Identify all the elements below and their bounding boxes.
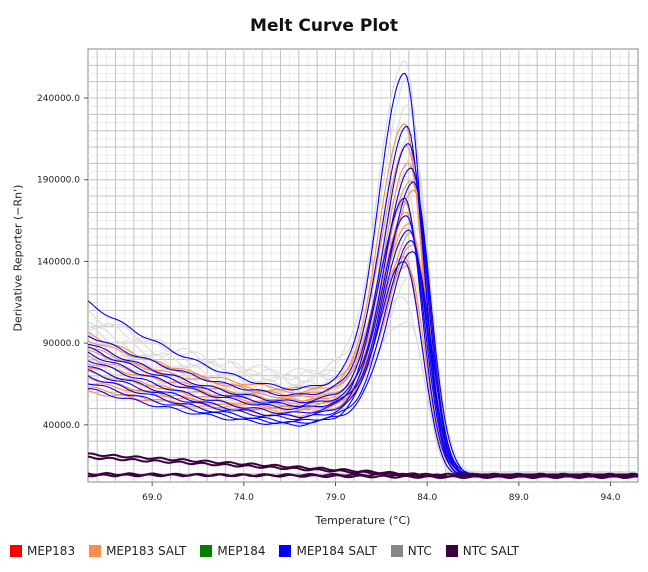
chart-legend: MEP183 MEP183 SALT MEP184 MEP184 SALT NTC NTC… (10, 544, 533, 558)
x-tick-label: 84.0 (417, 493, 437, 503)
legend-item[interactable]: MEP184 SALT (279, 544, 377, 558)
x-axis-title: Temperature (°C) (315, 514, 411, 527)
legend-label: MEP183 SALT (106, 544, 187, 558)
legend-label: NTC SALT (462, 544, 519, 558)
legend-item[interactable]: MEP184 (200, 544, 265, 558)
x-axis-ticks: 69.0 74.0 79.0 84.0 89.0 94.0 (142, 482, 621, 503)
chart-title: Melt Curve Plot (250, 16, 398, 36)
legend-item[interactable]: NTC SALT (445, 544, 519, 558)
legend-label: MEP183 (27, 544, 76, 558)
y-tick-label: 90000.0 (43, 339, 80, 349)
x-tick-label: 94.0 (600, 493, 620, 503)
legend-item[interactable]: MEP183 (10, 544, 75, 558)
y-axis-ticks: 40000.0 90000.0 140000.0 190000.0 240000.0 (37, 94, 88, 431)
legend-item[interactable]: MEP183 SALT (89, 544, 186, 558)
y-tick-label: 40000.0 (43, 421, 80, 431)
x-tick-label: 69.0 (142, 493, 162, 503)
legend-swatch (445, 545, 458, 557)
legend-swatch (279, 545, 292, 557)
series-line-ntc (87, 296, 638, 479)
major-grid (88, 49, 638, 482)
y-tick-label: 140000.0 (37, 257, 80, 267)
legend-label: MEP184 SALT (296, 544, 377, 558)
curve-layer (87, 60, 639, 480)
y-axis-title: Derivative Reporter (−Rn') (11, 184, 25, 332)
legend-swatch (10, 545, 22, 557)
legend-swatch (200, 545, 213, 557)
x-tick-label: 79.0 (325, 493, 345, 503)
x-tick-label: 89.0 (509, 493, 529, 503)
legend-item[interactable]: NTC (390, 544, 432, 558)
series-line-ntc-salt (87, 472, 639, 478)
legend-swatch (390, 545, 403, 557)
y-tick-label: 190000.0 (37, 176, 80, 186)
y-tick-label: 240000.0 (37, 94, 80, 104)
legend-label: MEP184 (217, 544, 266, 558)
legend-label: NTC (407, 544, 432, 558)
x-tick-label: 74.0 (234, 493, 254, 503)
legend-swatch (89, 545, 102, 557)
series-line-ntc (87, 276, 639, 479)
